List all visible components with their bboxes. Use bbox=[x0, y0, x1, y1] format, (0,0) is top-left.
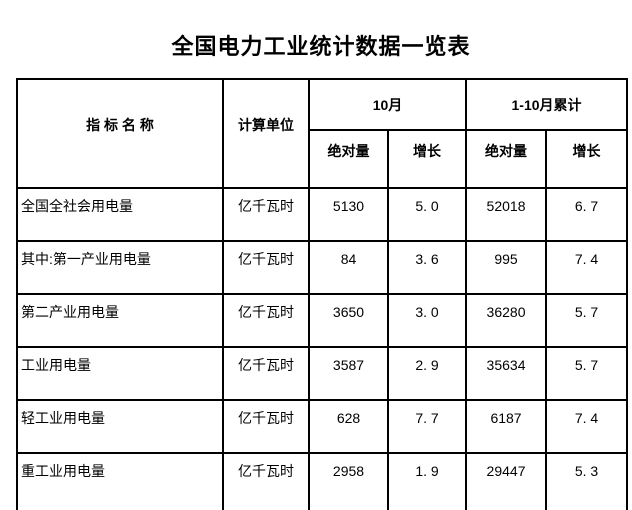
cell-cumulative-absolute: 36280 bbox=[465, 293, 548, 348]
cell-unit: 亿千瓦时 bbox=[222, 187, 310, 242]
cell-october-growth: 7. 7 bbox=[386, 399, 468, 454]
cell-cumulative-absolute: 29447 bbox=[465, 452, 548, 510]
cell-indicator: 轻工业用电量 bbox=[16, 399, 224, 454]
cell-october-absolute: 2958 bbox=[308, 452, 389, 510]
page-title: 全国电力工业统计数据一览表 bbox=[171, 34, 471, 59]
cell-indicator: 其中:第一产业用电量 bbox=[16, 240, 224, 295]
cell-cumulative-absolute: 995 bbox=[465, 240, 548, 295]
cell-october-growth: 2. 9 bbox=[386, 346, 468, 401]
cell-indicator: 第二产业用电量 bbox=[16, 293, 224, 348]
cell-cumulative-absolute: 6187 bbox=[465, 399, 548, 454]
column-group-october: 10月 bbox=[307, 78, 468, 131]
cell-october-absolute: 628 bbox=[308, 399, 389, 454]
cell-cumulative-growth: 7. 4 bbox=[545, 240, 629, 295]
table-header-row-groups: 指 标 名 称 计算单位 10月 1-10月累计 bbox=[16, 78, 629, 189]
cell-cumulative-growth: 5. 7 bbox=[545, 346, 629, 401]
cell-unit: 亿千瓦时 bbox=[222, 452, 310, 510]
cell-cumulative-growth: 6. 7 bbox=[545, 187, 629, 242]
table-row: 其中:第一产业用电量 亿千瓦时 84 3. 6 995 7. 4 bbox=[16, 240, 629, 295]
cell-indicator: 工业用电量 bbox=[16, 346, 224, 401]
cell-october-absolute: 84 bbox=[308, 240, 389, 295]
cell-cumulative-absolute: 35634 bbox=[465, 346, 548, 401]
table-row: 全国全社会用电量 亿千瓦时 5130 5. 0 52018 6. 7 bbox=[16, 187, 629, 242]
cell-unit: 亿千瓦时 bbox=[222, 399, 310, 454]
column-header-october-absolute: 绝对量 bbox=[308, 129, 389, 189]
table-row: 轻工业用电量 亿千瓦时 628 7. 7 6187 7. 4 bbox=[16, 399, 629, 454]
cell-october-growth: 3. 6 bbox=[386, 240, 468, 295]
table-row: 工业用电量 亿千瓦时 3587 2. 9 35634 5. 7 bbox=[16, 346, 629, 401]
column-header-cumulative-absolute: 绝对量 bbox=[465, 129, 548, 189]
column-header-october-growth: 增长 bbox=[386, 129, 468, 189]
cell-october-growth: 1. 9 bbox=[386, 452, 468, 510]
cell-october-growth: 3. 0 bbox=[386, 293, 468, 348]
cell-unit: 亿千瓦时 bbox=[222, 240, 310, 295]
cell-october-absolute: 3587 bbox=[308, 346, 389, 401]
statistics-table: 指 标 名 称 计算单位 10月 1-10月累计 绝对量 增长 绝对量 增长 全… bbox=[16, 78, 629, 510]
cell-cumulative-growth: 7. 4 bbox=[545, 399, 629, 454]
column-header-indicator: 指 标 名 称 bbox=[16, 78, 224, 189]
column-header-cumulative-growth: 增长 bbox=[545, 129, 629, 189]
cell-october-absolute: 5130 bbox=[308, 187, 389, 242]
cell-cumulative-absolute: 52018 bbox=[465, 187, 548, 242]
cell-october-absolute: 3650 bbox=[308, 293, 389, 348]
cell-unit: 亿千瓦时 bbox=[222, 346, 310, 401]
cell-unit: 亿千瓦时 bbox=[222, 293, 310, 348]
cell-cumulative-growth: 5. 3 bbox=[545, 452, 629, 510]
table-row: 重工业用电量 亿千瓦时 2958 1. 9 29447 5. 3 bbox=[16, 452, 629, 510]
cell-indicator: 全国全社会用电量 bbox=[16, 187, 224, 242]
cell-october-growth: 5. 0 bbox=[386, 187, 468, 242]
cell-indicator: 重工业用电量 bbox=[16, 452, 224, 510]
table-row: 第二产业用电量 亿千瓦时 3650 3. 0 36280 5. 7 bbox=[16, 293, 629, 348]
column-header-unit: 计算单位 bbox=[222, 78, 310, 189]
table-header-row-sub: 绝对量 增长 绝对量 增长 bbox=[17, 129, 629, 189]
column-group-cumulative: 1-10月累计 bbox=[465, 78, 629, 131]
cell-cumulative-growth: 5. 7 bbox=[545, 293, 629, 348]
